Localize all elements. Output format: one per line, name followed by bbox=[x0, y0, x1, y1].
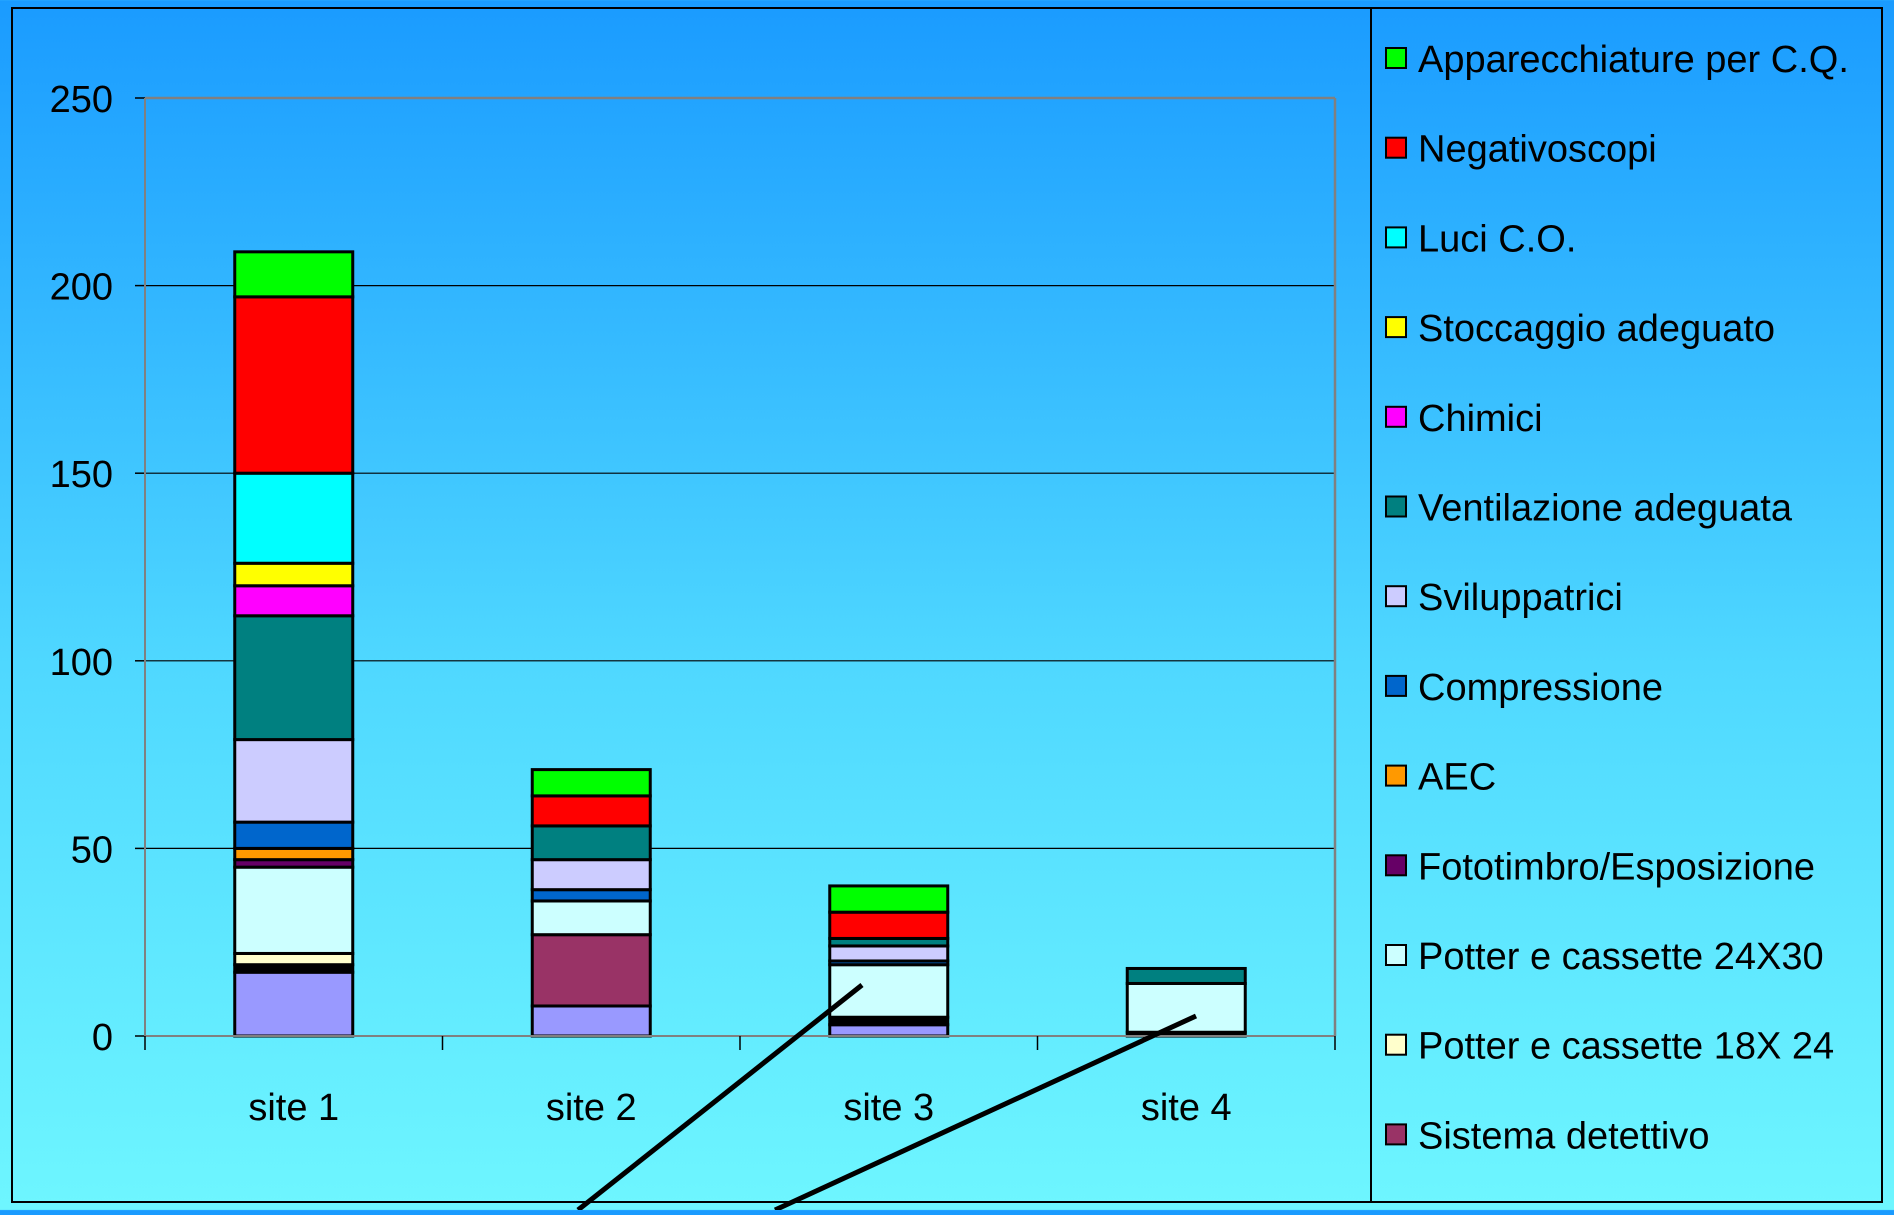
bar-segment bbox=[828, 944, 950, 963]
legend-label: Apparecchiature per C.Q. bbox=[1418, 39, 1849, 81]
bar-segment bbox=[828, 884, 950, 914]
legend-swatch bbox=[1385, 136, 1407, 159]
legend-label: Negativoscopi bbox=[1418, 129, 1657, 171]
bar-segment bbox=[530, 1004, 652, 1038]
bar-segment bbox=[233, 846, 355, 862]
bar-segment bbox=[530, 824, 652, 862]
y-tick-label: 0 bbox=[92, 1017, 113, 1059]
y-tick-label: 200 bbox=[50, 267, 113, 309]
x-tick-label: site 2 bbox=[546, 1087, 637, 1129]
bar-segment bbox=[233, 250, 355, 299]
bar-segment bbox=[233, 561, 355, 588]
legend: Apparecchiature per C.Q. Negativoscopi Luc… bbox=[1385, 39, 1849, 1157]
bar-segment bbox=[828, 910, 950, 940]
y-tick-label: 150 bbox=[50, 454, 113, 496]
legend-swatch bbox=[1385, 47, 1407, 69]
y-tick-label: 50 bbox=[71, 829, 113, 871]
bar-segment bbox=[233, 295, 355, 475]
bar-segment bbox=[530, 858, 652, 892]
legend-label: Potter e cassette 24X30 bbox=[1418, 936, 1824, 978]
y-tick-label: 100 bbox=[50, 642, 113, 684]
bar-segment bbox=[530, 768, 652, 798]
bar-segment bbox=[1125, 981, 1247, 1034]
bar-segment bbox=[530, 933, 652, 1008]
x-tick-label: site 4 bbox=[1141, 1087, 1232, 1129]
annotation-lines bbox=[576, 983, 1198, 1213]
bars bbox=[233, 250, 1247, 1038]
y-tick-label: 250 bbox=[50, 79, 113, 121]
legend-label: AEC bbox=[1418, 757, 1496, 799]
chart-frame bbox=[11, 7, 1883, 1203]
legend-swatch bbox=[1385, 674, 1407, 697]
legend-swatch bbox=[1385, 495, 1407, 518]
bar-segment bbox=[233, 865, 355, 955]
legend-swatch bbox=[1385, 764, 1407, 787]
bar-segment bbox=[1125, 966, 1247, 985]
legend-label: Ventilazione adeguata bbox=[1418, 488, 1793, 530]
legend-swatch bbox=[1385, 1123, 1407, 1146]
legend-swatch bbox=[1385, 405, 1407, 428]
bar-segment bbox=[530, 888, 652, 903]
legend-swatch bbox=[1385, 854, 1407, 877]
outer-border bbox=[11, 7, 1883, 1203]
bar-segment bbox=[530, 794, 652, 828]
legend-swatch bbox=[1385, 944, 1407, 966]
legend-label: Fototimbro/Esposizione bbox=[1418, 846, 1815, 888]
legend-label: Sistema detettivo bbox=[1418, 1115, 1709, 1157]
legend-label: Stoccaggio adeguato bbox=[1418, 308, 1775, 350]
legend-label: Sviluppatrici bbox=[1418, 577, 1623, 619]
bar-segment bbox=[530, 899, 652, 937]
callout-line-site3 bbox=[576, 983, 864, 1212]
x-tick-label: site 1 bbox=[248, 1087, 339, 1129]
bar-segment bbox=[233, 584, 355, 618]
bar-segment bbox=[233, 970, 355, 1038]
legend-label: Potter e cassette 18X 24 bbox=[1418, 1026, 1834, 1068]
bar-segment bbox=[828, 1023, 950, 1038]
legend-swatch bbox=[1385, 226, 1407, 249]
legend-label: Luci C.O. bbox=[1418, 218, 1576, 260]
bar-segment bbox=[233, 738, 355, 824]
callout-line-site4 bbox=[773, 1013, 1198, 1213]
bar-segment bbox=[233, 614, 355, 742]
legend-swatch bbox=[1385, 1033, 1407, 1056]
bar-segment bbox=[233, 951, 355, 967]
legend-label: Chimici bbox=[1418, 398, 1543, 440]
x-tick-label: site 3 bbox=[843, 1087, 934, 1129]
bar-segment bbox=[233, 820, 355, 850]
legend-swatch bbox=[1385, 316, 1407, 339]
axes: 0 50 100 150 200 250 site 1 site 2 site 3 site 4 bbox=[50, 79, 1336, 1129]
legend-label: Compressione bbox=[1418, 667, 1663, 709]
legend-swatch bbox=[1385, 585, 1407, 608]
bar-segment bbox=[828, 963, 950, 1019]
bar-segment bbox=[233, 471, 355, 565]
